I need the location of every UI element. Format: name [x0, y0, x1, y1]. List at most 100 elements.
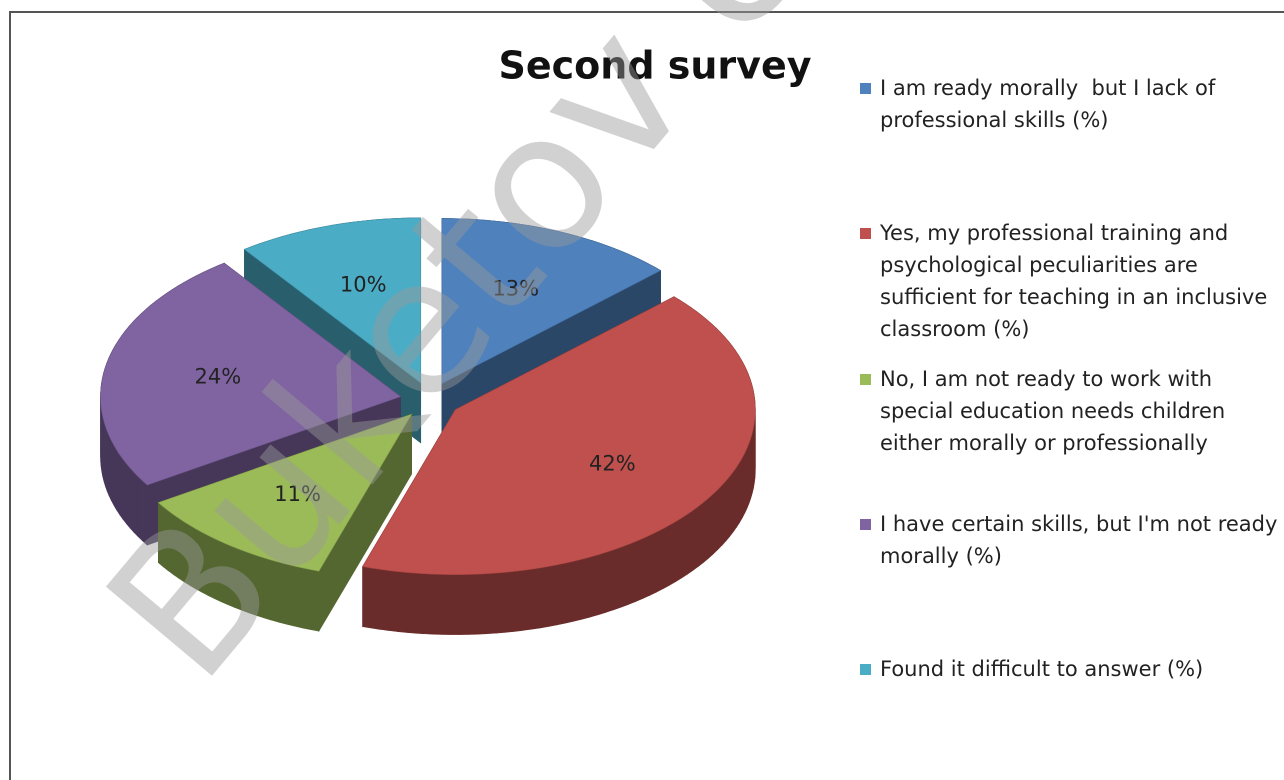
slice-side	[220, 541, 229, 606]
slice-side	[708, 493, 714, 559]
slice-side	[310, 569, 320, 632]
slice-side	[642, 534, 651, 599]
slice-side	[227, 544, 235, 608]
slice-side	[441, 574, 452, 635]
slice-side	[195, 528, 203, 593]
chart-border	[9, 11, 1284, 780]
slice-side	[201, 531, 209, 596]
slice-side	[539, 566, 549, 629]
legend-label: Yes, my professional training and psycho…	[880, 221, 1274, 341]
slice-side	[248, 552, 257, 616]
slice-side	[129, 467, 135, 534]
slice-side	[263, 557, 272, 621]
data-label: 42%	[589, 451, 636, 475]
slice-side	[656, 528, 664, 593]
legend-swatch	[860, 519, 871, 530]
slice-side	[459, 574, 470, 635]
slice-side	[116, 448, 120, 516]
slice-side	[414, 572, 425, 635]
slice-side	[286, 563, 295, 627]
slice-top	[243, 217, 422, 384]
slice-side	[504, 571, 514, 633]
slice-side	[207, 534, 215, 600]
slice-side	[698, 501, 704, 567]
slice-side	[548, 564, 558, 627]
slice-side	[687, 509, 694, 575]
slice-top	[441, 218, 662, 384]
slice-top	[157, 413, 413, 572]
slice-side	[108, 435, 112, 501]
slice-side	[703, 497, 709, 563]
slice-side	[736, 461, 740, 529]
legend-label: No, I am not ready to work with special …	[880, 367, 1232, 455]
slice-side	[432, 573, 443, 635]
slice-side	[189, 524, 196, 590]
slice-side	[613, 546, 622, 611]
slice-side	[589, 554, 599, 618]
slice-side	[119, 453, 124, 521]
slice-side	[111, 440, 115, 506]
slice-side	[133, 471, 139, 538]
legend-label: Found it difficult to answer (%)	[880, 657, 1204, 681]
slice-side	[522, 568, 532, 631]
slice-side	[692, 505, 699, 571]
slice-side	[628, 541, 637, 605]
slice-top	[362, 296, 756, 575]
slice-side	[675, 517, 683, 583]
slice-side	[450, 574, 461, 635]
slice-side	[122, 458, 127, 525]
slice-side	[717, 484, 723, 551]
slice-side	[713, 488, 719, 555]
slice-side	[294, 565, 303, 629]
slice-side	[172, 513, 179, 579]
slice-side	[270, 559, 280, 623]
slice-side	[405, 572, 416, 634]
slice-side	[468, 573, 479, 635]
slice-side	[423, 573, 434, 635]
slice-side	[379, 569, 389, 631]
slice-side	[742, 452, 746, 518]
slice-side	[721, 479, 727, 546]
slice-side	[581, 556, 591, 620]
data-label: 13%	[492, 277, 539, 301]
slice-side	[733, 466, 737, 533]
slice-side	[486, 572, 497, 635]
slice-side	[167, 509, 174, 575]
slice-side	[729, 470, 734, 538]
slice-side	[530, 567, 541, 630]
slice-side	[620, 543, 629, 608]
slice-side	[214, 538, 222, 603]
data-label: 11%	[274, 482, 321, 506]
slice-side	[137, 475, 143, 542]
legend-swatch	[860, 664, 871, 675]
slice-side	[649, 531, 657, 596]
slice-side	[662, 524, 670, 590]
slice-side	[477, 573, 488, 635]
legend-swatch	[860, 83, 871, 94]
slice-side	[597, 551, 607, 616]
legend-item: I have certain skills, but I'm not ready…	[860, 508, 1280, 572]
slice-side	[669, 521, 677, 586]
slice-side	[605, 549, 614, 613]
slice-side	[183, 521, 191, 586]
data-label: 10%	[340, 273, 387, 297]
slice-side	[370, 567, 381, 630]
slice-side	[113, 444, 117, 512]
legend-label: I have certain skills, but I'm not ready…	[880, 512, 1284, 568]
slice-top	[100, 262, 402, 486]
legend-label: I am ready morally but I lack of profess…	[880, 76, 1222, 132]
slice-side	[388, 570, 398, 632]
legend-item: Found it difficult to answer (%)	[860, 653, 1280, 685]
legend-item: I am ready morally but I lack of profess…	[860, 72, 1280, 136]
slice-side	[255, 554, 264, 619]
slice-side	[556, 562, 566, 626]
slice-side	[495, 572, 506, 634]
slice	[157, 413, 413, 633]
legend-swatch	[860, 374, 871, 385]
slice-side	[362, 566, 372, 629]
slice-side	[635, 537, 644, 602]
slice	[362, 296, 756, 635]
data-label: 24%	[194, 364, 241, 388]
